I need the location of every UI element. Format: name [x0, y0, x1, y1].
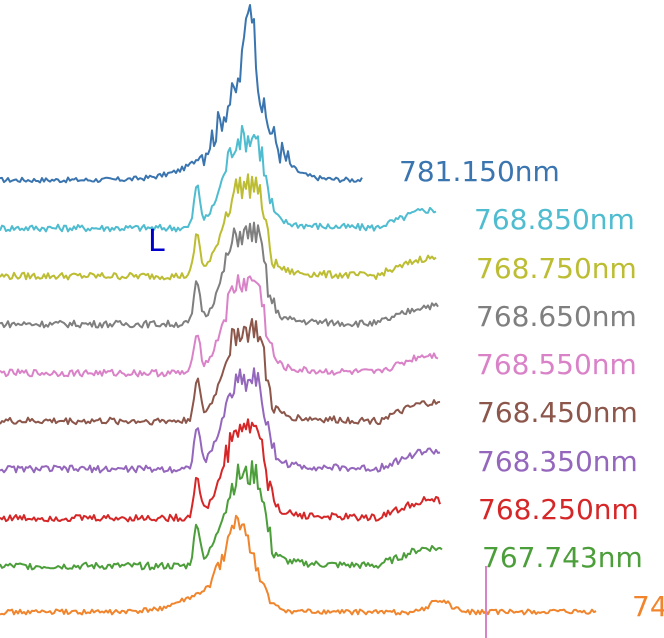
series-trace-2 [0, 173, 437, 281]
series-trace-4 [0, 274, 439, 378]
series-label-3: 768.650nm [476, 300, 637, 333]
series-label-9: 74 [632, 590, 664, 623]
series-trace-8 [0, 460, 443, 571]
series-label-7: 768.250nm [478, 493, 639, 526]
series-label-4: 768.550nm [476, 348, 637, 381]
series-trace-6 [0, 367, 441, 474]
series-trace-0 [0, 4, 363, 184]
series-trace-1 [0, 124, 437, 233]
series-label-2: 768.750nm [476, 252, 637, 285]
marker-label-L: L [148, 224, 165, 259]
series-label-0: 781.150nm [399, 155, 560, 188]
series-label-6: 768.350nm [477, 445, 638, 478]
series-label-1: 768.850nm [474, 203, 635, 236]
series-labels: 781.150nm 768.850nm 768.750nm 768.650nm 768.… [399, 155, 664, 623]
series-trace-5 [0, 318, 441, 426]
series-trace-7 [0, 418, 441, 523]
series-label-5: 768.450nm [477, 396, 638, 429]
series-trace-3 [0, 221, 439, 329]
series-trace-9 [0, 514, 597, 616]
series-label-8: 767.743nm [482, 541, 643, 574]
spectra-traces [0, 4, 597, 638]
